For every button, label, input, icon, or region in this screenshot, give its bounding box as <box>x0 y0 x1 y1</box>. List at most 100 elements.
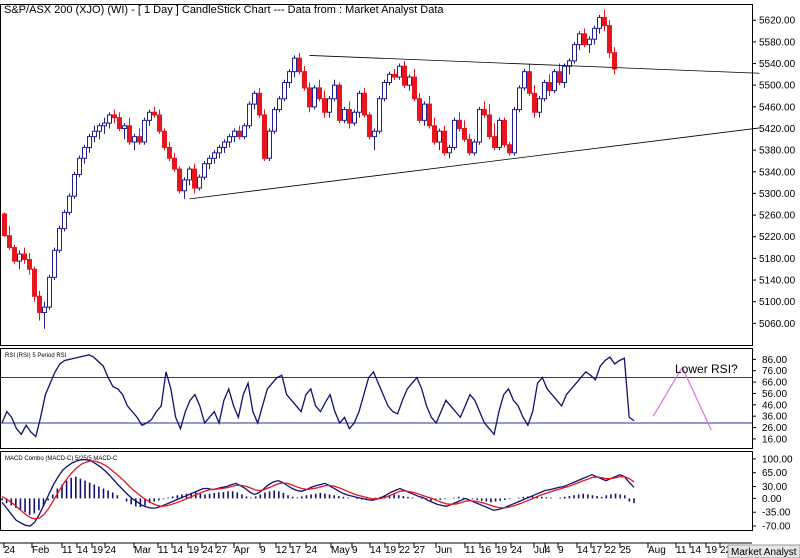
x-tick-label: 19 <box>188 545 200 556</box>
candle-body <box>257 92 262 116</box>
candle-body <box>57 228 62 251</box>
price-y-tick-label: 5220.00 <box>759 232 796 243</box>
candle-body <box>157 114 162 132</box>
candle-body <box>197 176 202 189</box>
rsi-y-tick-label: 16.00 <box>762 434 787 445</box>
x-tick-label: 27 <box>216 545 228 556</box>
x-tick-label: 19 <box>496 545 508 556</box>
x-tick-label: 14 <box>77 545 89 556</box>
x-tick-label: May <box>331 545 350 556</box>
candle-body <box>487 114 492 138</box>
candle-body <box>97 125 102 132</box>
candle-body <box>422 103 427 121</box>
candle-body <box>137 136 142 143</box>
rsi-y-tick-label: 36.00 <box>762 412 787 423</box>
price-y-tick-label: 5420.00 <box>759 124 796 135</box>
macd-y-tick-label: 0.00 <box>762 494 782 505</box>
price-y-tick-label: 5540.00 <box>759 59 796 70</box>
candle-body <box>42 306 47 314</box>
candle-body <box>527 71 532 94</box>
candle-body <box>52 249 57 278</box>
candle-body <box>142 119 147 143</box>
candle-body <box>297 57 302 73</box>
x-tick-label: 24 <box>4 545 16 556</box>
price-y-tick-label: 5500.00 <box>759 81 796 92</box>
candle-body <box>492 136 497 148</box>
watermark-box <box>727 544 800 558</box>
candle-body <box>367 114 372 138</box>
x-tick-label: 16 <box>480 545 492 556</box>
candle-body <box>557 71 562 83</box>
rsi-line <box>1 354 635 438</box>
x-tick-label: 22 <box>399 545 411 556</box>
candle-body <box>242 125 247 138</box>
x-tick-label: 24 <box>511 545 523 556</box>
candle-body <box>442 130 447 154</box>
x-tick-label: 11 <box>62 545 73 556</box>
candle-body <box>272 109 277 132</box>
trendline <box>189 127 760 200</box>
x-tick-label: Feb <box>32 545 50 556</box>
rsi-projection-line <box>652 366 712 431</box>
x-tick-label: 9 <box>260 545 266 556</box>
candle-body <box>317 87 322 100</box>
macd-panel <box>0 451 753 531</box>
candle-body <box>452 119 457 148</box>
candle-body <box>82 146 87 159</box>
candle-body <box>327 98 332 113</box>
candle-body <box>417 98 422 121</box>
candle-body <box>592 27 597 40</box>
x-tick-label: 24 <box>105 545 117 556</box>
candle-body <box>502 119 507 146</box>
x-tick-label: 14 <box>370 545 382 556</box>
price-y-tick-label: 5620.00 <box>759 16 796 27</box>
candle-body <box>567 60 572 67</box>
candle-body <box>332 84 337 100</box>
candle-body <box>352 111 357 124</box>
candle-body <box>467 138 472 154</box>
candle-body <box>512 109 517 154</box>
macd-y-tick-label: 30.00 <box>762 482 787 493</box>
x-tick-label: 22 <box>605 545 617 556</box>
candle-body <box>362 92 367 116</box>
price-y-tick-label: 5140.00 <box>759 276 796 287</box>
candle-body <box>287 71 292 83</box>
candle-body <box>357 92 362 113</box>
x-tick-label: 17 <box>290 545 302 556</box>
candle-body <box>192 168 197 189</box>
candle-body <box>482 109 487 116</box>
rsi-y-tick-label: 86.00 <box>762 355 787 366</box>
candle-body <box>412 76 417 100</box>
candle-body <box>542 81 547 100</box>
candle-body <box>232 130 237 138</box>
price-y-tick-label: 5300.00 <box>759 189 796 200</box>
candle-body <box>582 33 587 46</box>
x-tick-label: Aug <box>648 545 666 556</box>
price-y-tick-label: 5460.00 <box>759 102 796 113</box>
price-y-tick-label: 5180.00 <box>759 254 796 265</box>
candle-body <box>122 125 127 129</box>
candle-body <box>322 98 327 113</box>
candle-body <box>182 179 187 192</box>
x-tick-label: 19 <box>92 545 104 556</box>
candle-body <box>127 125 132 143</box>
price-y-tick-label: 5580.00 <box>759 37 796 48</box>
x-tick-label: 11 <box>158 545 169 556</box>
watermark-label: Market Analyst 6 <box>731 547 800 558</box>
candle-body <box>462 127 467 140</box>
candle-body <box>302 71 307 89</box>
candle-body <box>227 136 232 143</box>
candle-body <box>282 81 287 100</box>
candle-body <box>262 114 267 159</box>
x-tick-label: 27 <box>414 545 426 556</box>
candle-body <box>267 130 272 159</box>
candle-body <box>607 25 612 54</box>
candle-body <box>382 81 387 100</box>
candle-body <box>132 136 137 143</box>
candle-body <box>437 130 442 143</box>
candle-body <box>167 146 172 159</box>
x-tick-label: 24 <box>306 545 318 556</box>
candle-body <box>17 253 22 262</box>
candle-body <box>22 253 27 260</box>
